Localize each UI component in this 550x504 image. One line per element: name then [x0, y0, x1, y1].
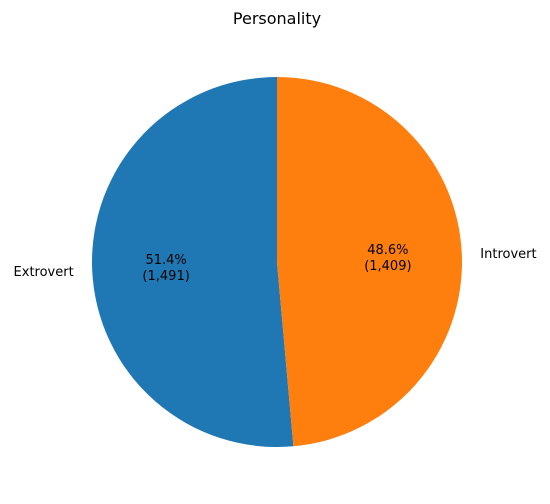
slice-percent-introvert: 48.6% [367, 243, 408, 258]
pie-slice-introvert [277, 77, 463, 447]
slice-value-label-introvert: 48.6% (1,409) [364, 243, 411, 274]
slice-label-extrovert: Extrovert [14, 265, 74, 280]
slice-label-introvert: Introvert [480, 247, 536, 262]
pie-labels: Extrovert 51.4% (1,491) Introvert 48.6% (1,40… [14, 243, 537, 284]
slice-count-introvert: (1,409) [364, 259, 411, 274]
slice-count-extrovert: (1,491) [142, 269, 189, 284]
pie-slices [92, 77, 463, 447]
slice-value-label-extrovert: 51.4% (1,491) [142, 253, 189, 284]
slice-percent-extrovert: 51.4% [145, 253, 186, 268]
pie-slice-extrovert [92, 77, 294, 447]
chart-title: Personality [233, 9, 321, 28]
